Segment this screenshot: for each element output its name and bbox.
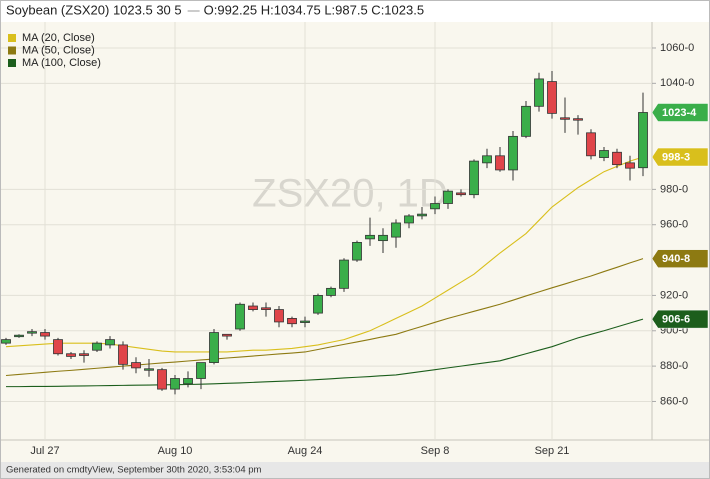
candle-body <box>404 215 414 224</box>
candle-body <box>131 362 141 369</box>
price-badge <box>651 147 709 167</box>
price-badge <box>651 309 709 329</box>
legend-label: MA (20, Close) <box>22 32 95 44</box>
candle-body <box>625 162 635 169</box>
x-tick-label: Aug 10 <box>158 445 193 457</box>
candle-body <box>378 234 388 242</box>
candle-body <box>339 259 349 289</box>
candle-body <box>508 135 518 171</box>
legend-label: MA (50, Close) <box>22 44 95 56</box>
candle-body <box>79 353 89 356</box>
candle-body <box>300 320 310 323</box>
candle-body <box>287 317 297 325</box>
candle-body <box>456 192 466 196</box>
candle-body <box>92 342 102 351</box>
legend-swatch <box>8 34 16 42</box>
candle-body <box>157 369 167 390</box>
legend-swatch <box>8 59 16 67</box>
candle-body <box>534 78 544 107</box>
y-tick-label: 1040-0 <box>660 77 694 89</box>
candle-body <box>391 222 401 238</box>
candle-body <box>417 213 427 217</box>
candle-body <box>248 305 258 310</box>
y-tick-label: 880-0 <box>660 360 688 372</box>
candle-body <box>365 234 375 240</box>
candle-body <box>573 118 583 121</box>
price-badge <box>651 103 709 122</box>
candle-body <box>196 362 206 379</box>
candle-body <box>222 333 232 337</box>
candle-body <box>53 339 63 355</box>
price-badge-label: 1023-4 <box>662 107 697 119</box>
candle-body <box>209 332 219 363</box>
y-tick-label: 860-0 <box>660 395 688 407</box>
candle-body <box>105 339 115 346</box>
x-axis-background <box>0 440 710 462</box>
ma-line <box>5 258 644 377</box>
legend-swatch <box>8 46 16 55</box>
x-tick-label: Sep 21 <box>535 445 570 457</box>
candle-body <box>560 117 570 120</box>
candle-body <box>261 307 271 310</box>
price-badge-label: 906-6 <box>662 314 690 326</box>
price-badge-label: 998-3 <box>662 151 690 163</box>
candle-body <box>14 334 24 338</box>
y-tick-label: 960-0 <box>660 219 688 231</box>
candle-body <box>469 160 479 196</box>
candle-body <box>547 81 557 114</box>
candle-body <box>144 368 154 371</box>
y-tick-label: 1060-0 <box>660 42 694 54</box>
candle-body <box>612 151 622 166</box>
candle-body <box>430 203 440 210</box>
y-tick-label: 920-0 <box>660 289 688 301</box>
candle-body <box>326 287 336 296</box>
legend-label: MA (100, Close) <box>22 57 101 69</box>
candle-body <box>40 332 50 337</box>
x-tick-label: Jul 27 <box>30 445 59 457</box>
footer-background <box>0 462 710 479</box>
candle-body <box>495 155 505 171</box>
candle-body <box>66 353 76 357</box>
candle-body <box>27 331 37 334</box>
plot-background <box>0 22 710 440</box>
candle-body <box>352 241 362 261</box>
x-tick-label: Sep 8 <box>421 445 450 457</box>
footer: Generated on cmdtyView, September 30th 2… <box>6 465 262 476</box>
candle-body <box>313 295 323 314</box>
candle-body <box>274 309 284 323</box>
ma-line <box>6 318 644 388</box>
price-badge-label: 940-8 <box>662 253 690 265</box>
price-badge <box>651 249 709 268</box>
x-tick-label: Aug 24 <box>288 445 323 457</box>
candle-body <box>586 132 596 157</box>
candle-body <box>118 344 128 365</box>
candle-body <box>521 105 531 137</box>
chart-title: Soybean (ZSX20) 1023.5 30 5 <box>6 2 182 17</box>
candle-body <box>235 303 245 330</box>
candle-body <box>599 150 609 158</box>
candle-body <box>170 378 180 390</box>
candle-body <box>1 339 11 344</box>
candle-body <box>443 190 453 204</box>
candle-body <box>482 155 492 164</box>
y-tick-label: 980-0 <box>660 183 688 195</box>
watermark: ZSX20, 1D <box>252 172 448 216</box>
plot-layer: 1060-01040-0980-0960-0920-0900-0880-0860… <box>0 22 709 457</box>
candle-body <box>183 378 193 385</box>
ohlc-label: O:992.25 H:1034.75 L:987.5 C:1023.5 <box>204 2 424 17</box>
candle-body <box>638 112 648 169</box>
